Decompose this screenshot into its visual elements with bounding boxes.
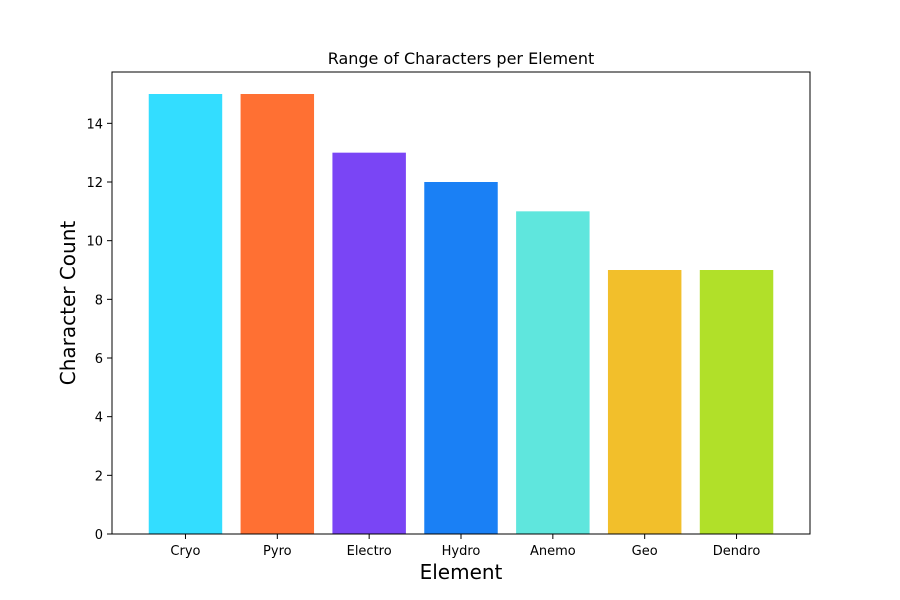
y-tick-label: 10	[86, 235, 103, 250]
chart-title: Range of Characters per Element	[328, 49, 595, 68]
x-tick-label: Pyro	[263, 544, 292, 559]
y-axis-label: Character Count	[56, 221, 80, 386]
x-axis-label: Element	[420, 560, 503, 584]
x-tick-label: Anemo	[530, 544, 576, 559]
y-tick-label: 12	[86, 176, 103, 191]
x-tick-label: Dendro	[713, 544, 761, 559]
bar-cryo	[148, 94, 223, 534]
bar-geo	[607, 270, 682, 534]
plot-frame	[111, 71, 811, 535]
x-tick-label: Cryo	[170, 544, 200, 559]
bar-pyro	[240, 94, 315, 534]
bar-anemo	[516, 211, 590, 535]
y-axis: 0 2 4 6 8 10 12 14	[86, 117, 112, 543]
y-tick-label: 2	[95, 469, 103, 484]
bar-dendro	[699, 270, 774, 534]
x-axis: Cryo Pyro Electro Hydro Anemo Geo Dendro	[170, 534, 760, 559]
bars-group	[148, 94, 774, 535]
y-tick-label: 8	[95, 293, 103, 308]
bar-hydro	[424, 182, 498, 534]
y-tick-label: 14	[86, 117, 103, 132]
x-tick-label: Electro	[347, 544, 392, 559]
y-tick-label: 0	[95, 528, 103, 543]
bar-electro	[332, 152, 406, 534]
y-tick-label: 6	[95, 352, 103, 367]
x-tick-label: Hydro	[442, 544, 481, 559]
x-tick-label: Geo	[632, 544, 658, 559]
y-tick-label: 4	[95, 411, 103, 426]
